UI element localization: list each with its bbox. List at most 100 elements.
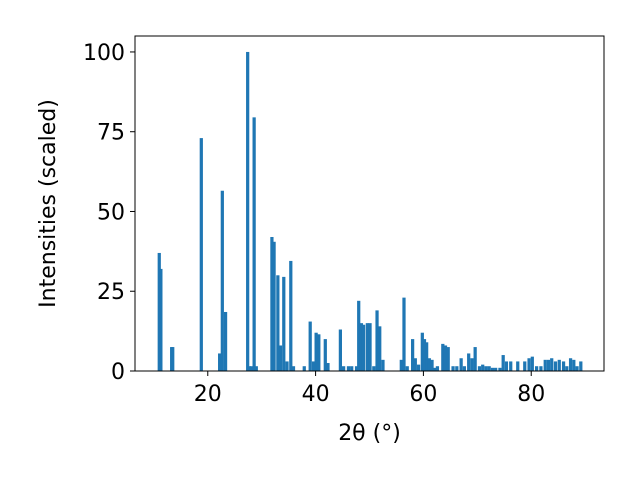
bar	[523, 361, 527, 371]
bar	[270, 237, 274, 371]
bar	[427, 358, 431, 371]
y-tick-label: 25	[97, 280, 125, 305]
bar	[459, 358, 463, 371]
bar	[498, 367, 502, 371]
bar	[557, 359, 561, 371]
y-tick-label: 0	[111, 360, 125, 385]
bar	[422, 339, 427, 371]
ticks: 20 40 60 80 0 25 50 75 100	[83, 41, 545, 407]
bar	[272, 241, 276, 371]
bar	[579, 361, 583, 371]
bar	[516, 361, 520, 371]
bar	[159, 268, 163, 371]
bar	[572, 359, 576, 371]
bars	[157, 51, 583, 371]
bar	[446, 347, 450, 371]
bar	[323, 339, 327, 371]
bar	[433, 367, 437, 371]
bar	[282, 276, 286, 371]
bar	[311, 361, 316, 371]
y-tick-label: 100	[83, 41, 125, 66]
bar	[527, 358, 531, 371]
bar	[443, 345, 448, 371]
bar	[402, 297, 406, 371]
bar	[276, 275, 280, 371]
bar	[278, 345, 283, 371]
bar	[467, 353, 471, 371]
bar	[530, 356, 534, 371]
bar	[455, 366, 459, 371]
bar	[405, 366, 409, 371]
bar	[218, 353, 222, 371]
bar	[494, 367, 498, 371]
bar	[199, 138, 203, 371]
bar	[539, 366, 543, 371]
bar	[291, 366, 296, 371]
bar	[543, 359, 547, 371]
bar	[565, 366, 569, 371]
bar	[350, 366, 354, 371]
bar	[326, 363, 330, 371]
bar	[361, 324, 366, 371]
bar	[484, 366, 488, 371]
bar	[252, 117, 256, 371]
bar	[487, 366, 491, 371]
bar	[550, 358, 554, 371]
bar	[289, 260, 293, 371]
bar	[368, 323, 372, 371]
y-tick-label: 50	[97, 200, 125, 225]
bar	[501, 355, 505, 371]
bar	[477, 366, 482, 371]
bar	[470, 358, 474, 371]
bar	[346, 366, 351, 371]
x-tick-label: 20	[194, 382, 222, 407]
bar	[481, 364, 485, 371]
bar	[317, 334, 321, 371]
bar	[157, 252, 161, 371]
bar	[357, 300, 361, 371]
bar	[308, 321, 312, 371]
y-tick-label: 75	[97, 121, 125, 146]
bar	[411, 339, 415, 371]
bar	[285, 361, 289, 371]
bar	[338, 329, 342, 371]
bar	[247, 366, 251, 371]
bar	[378, 326, 382, 371]
bar	[249, 366, 254, 371]
bar	[365, 323, 369, 371]
bar	[535, 366, 539, 371]
bar	[451, 366, 455, 371]
bar	[546, 359, 551, 371]
bar	[302, 366, 306, 371]
bar	[575, 366, 579, 371]
bar	[568, 358, 573, 371]
bar	[435, 366, 440, 371]
bar	[425, 342, 429, 371]
bar	[416, 364, 421, 371]
bar	[430, 359, 434, 371]
bar	[354, 366, 359, 371]
x-tick-label: 60	[409, 382, 437, 407]
bar	[561, 361, 566, 371]
bar	[359, 323, 364, 371]
bar	[413, 358, 417, 371]
bar	[462, 366, 466, 371]
bar	[220, 190, 224, 371]
bar	[399, 359, 403, 371]
bar	[381, 359, 385, 371]
x-axis-label: 2θ (°)	[338, 421, 401, 446]
bar	[420, 332, 424, 371]
bar	[314, 332, 318, 371]
plot-frame	[134, 35, 605, 372]
bar	[246, 51, 250, 371]
x-tick-label: 40	[302, 382, 330, 407]
bar	[375, 310, 379, 371]
bar	[171, 347, 175, 371]
bar	[254, 366, 258, 371]
bar	[553, 361, 558, 371]
bar	[342, 366, 346, 371]
bar	[441, 343, 445, 371]
bar	[509, 361, 513, 371]
